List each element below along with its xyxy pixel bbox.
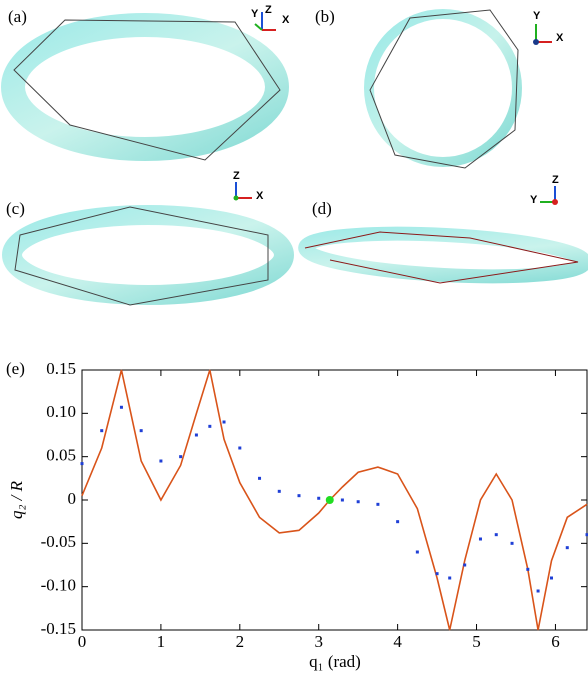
y-tick-label: 0.15 xyxy=(46,359,76,378)
data-point xyxy=(448,576,452,580)
axis-letter: Y xyxy=(251,8,259,20)
polygon-b xyxy=(369,9,519,169)
x-tick-label: 2 xyxy=(236,632,245,651)
data-point xyxy=(478,537,482,541)
data-line xyxy=(81,369,588,631)
data-point xyxy=(376,502,380,506)
data-point xyxy=(463,563,467,567)
axis-letter: X xyxy=(282,14,290,26)
panel-label: (b) xyxy=(315,7,335,26)
data-point xyxy=(510,541,514,545)
data-point xyxy=(549,576,553,580)
data-point xyxy=(317,496,321,500)
polygon-c xyxy=(14,206,269,306)
data-point xyxy=(208,424,212,428)
axis-letter: X xyxy=(256,190,264,202)
data-point xyxy=(119,405,123,409)
data-point xyxy=(277,489,281,493)
data-point xyxy=(222,420,226,424)
polygon-d xyxy=(304,231,579,284)
ring-b xyxy=(364,9,522,167)
highlight-point xyxy=(325,496,334,504)
x-tick-label: 6 xyxy=(551,632,560,651)
data-point xyxy=(415,550,419,554)
axis-letter: Z xyxy=(552,174,559,186)
y-tick-label: 0.10 xyxy=(46,402,76,421)
panel-label: (a) xyxy=(8,7,27,26)
panel-label: (e) xyxy=(6,359,25,378)
data-point xyxy=(494,533,498,537)
data-point xyxy=(356,500,360,504)
data-point xyxy=(80,462,84,466)
data-point xyxy=(179,455,183,459)
data-point xyxy=(565,546,569,550)
data-point xyxy=(194,433,198,437)
data-point xyxy=(238,446,242,450)
y-tick-label: 0.05 xyxy=(46,446,76,465)
data-point xyxy=(526,567,530,571)
y-tick-label: -0.10 xyxy=(41,576,76,595)
panel-label: (c) xyxy=(6,199,25,218)
ring-c xyxy=(2,205,294,305)
y-tick-label: 0 xyxy=(68,489,77,508)
x-tick-label: 3 xyxy=(314,632,323,651)
data-point xyxy=(139,429,143,433)
x-axis-label: q₁ (rad) xyxy=(309,652,361,671)
x-tick-label: 5 xyxy=(472,632,481,651)
polygon-a xyxy=(13,19,281,161)
axis-letter: Y xyxy=(530,194,538,206)
data-point xyxy=(159,459,163,463)
data-point xyxy=(396,520,400,524)
triad-d: Z Y xyxy=(530,174,559,206)
data-point xyxy=(297,494,301,498)
axis-letter: Z xyxy=(233,170,240,182)
x-tick-label: 4 xyxy=(393,632,402,651)
triad-c: Z X xyxy=(233,170,264,202)
y-axis-label: q₂ / R xyxy=(7,480,26,519)
triad-b: Y X xyxy=(533,10,564,45)
ring-images xyxy=(1,9,588,306)
data-point xyxy=(100,429,104,433)
x-tick-label: 0 xyxy=(78,632,87,651)
axis-letter: X xyxy=(556,32,564,44)
ring-a xyxy=(1,13,289,161)
y-tick-label: -0.15 xyxy=(41,619,76,638)
x-tick-label: 1 xyxy=(157,632,166,651)
data-point xyxy=(585,533,588,537)
panel-label: (d) xyxy=(312,199,332,218)
data-point xyxy=(258,476,262,480)
data-point xyxy=(435,572,439,576)
triad-a: Y Z X xyxy=(251,4,290,31)
y-tick-label: -0.05 xyxy=(41,532,76,551)
axis-letter: Y xyxy=(533,10,541,22)
data-point xyxy=(536,589,540,593)
axis-letter: Z xyxy=(265,4,272,16)
data-point xyxy=(340,498,344,502)
